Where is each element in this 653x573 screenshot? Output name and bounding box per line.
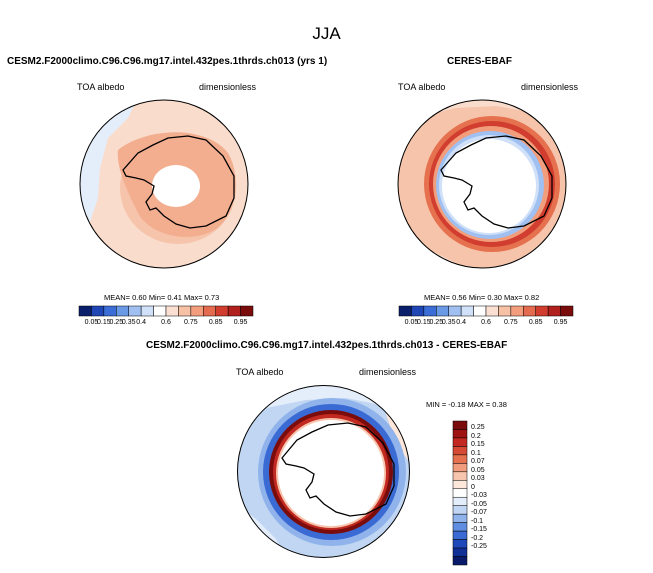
model-variable-label: TOA albedo	[77, 82, 125, 92]
obs-units-label: dimensionless	[521, 82, 579, 92]
obs-stats: MEAN= 0.56 Min= 0.30 Max= 0.82	[424, 293, 540, 302]
colorbar-tick-label: -0.07	[471, 509, 487, 517]
colorbar-swatch	[165, 305, 179, 317]
diff-units-label: dimensionless	[359, 367, 417, 377]
colorbar-tick-label: -0.25	[471, 543, 487, 551]
colorbar-swatch	[436, 305, 449, 317]
colorbar-swatch	[452, 488, 468, 498]
colorbar-swatch	[78, 305, 92, 317]
diff-stats: MIN = -0.18 MAX = 0.38	[426, 400, 507, 409]
colorbar-swatch	[452, 429, 468, 439]
colorbar-swatch	[452, 454, 468, 464]
colorbar-tick-label: 0.03	[471, 475, 485, 483]
colorbar-tick-label: 0.4	[136, 319, 147, 326]
diff-map	[237, 385, 410, 558]
colorbar-swatch	[240, 305, 254, 317]
figure-title: JJA	[312, 24, 341, 43]
model-panel-title: CESM2.F2000climo.C96.C96.mg17.intel.432p…	[7, 56, 328, 67]
colorbar-swatch	[452, 522, 468, 532]
colorbar-swatch	[116, 305, 129, 317]
obs-variable-label: TOA albedo	[398, 82, 446, 92]
colorbar-swatch	[452, 539, 468, 549]
colorbar-tick-label: -0.15	[471, 526, 487, 534]
model-stats: MEAN= 0.60 Min= 0.41 Max= 0.73	[104, 293, 220, 302]
colorbar-swatch	[452, 530, 468, 540]
colorbar-swatch	[473, 305, 487, 317]
colorbar-swatch	[452, 463, 468, 473]
colorbar-swatch	[498, 305, 512, 317]
colorbar-tick-label: 0.6	[481, 319, 491, 326]
colorbar-tick-label: 0	[471, 483, 475, 491]
colorbar-tick-label: 0.35	[121, 319, 136, 326]
colorbar-tick-label: 0.75	[184, 319, 198, 326]
colorbar-tick-label: 0.6	[161, 319, 171, 326]
colorbar-tick-label: 0.75	[504, 319, 518, 326]
obs-panel-title: CERES-EBAF	[447, 56, 513, 67]
colorbar-swatch	[452, 547, 468, 557]
colorbar-tick-label: 0.07	[471, 458, 485, 466]
colorbar-swatch	[91, 305, 105, 317]
colorbar-swatch	[547, 305, 561, 317]
diff-panel-title: CESM2.F2000climo.C96.C96.mg17.intel.432p…	[146, 340, 508, 351]
colorbar-swatch	[523, 305, 536, 317]
model-colorbar	[78, 305, 254, 317]
colorbar-swatch	[128, 305, 142, 317]
obs-colorbar	[398, 305, 574, 317]
colorbar-tick-label: -0.1	[471, 517, 484, 525]
colorbar-tick-label: 0.15	[471, 441, 485, 449]
colorbar-tick-label: 0.85	[208, 319, 223, 326]
colorbar-swatch	[485, 305, 499, 317]
colorbar-tick-label: 0.4	[456, 319, 467, 326]
colorbar-tick-label: 0.15	[417, 319, 431, 326]
colorbar-swatch	[452, 480, 468, 490]
colorbar-swatch	[452, 513, 468, 523]
colorbar-tick-label: 0.05	[404, 319, 419, 326]
model-units-label: dimensionless	[199, 82, 257, 92]
colorbar-swatch	[398, 305, 412, 317]
diff-variable-label: TOA albedo	[236, 367, 284, 377]
colorbar-swatch	[510, 305, 524, 317]
colorbar-swatch	[452, 420, 468, 430]
colorbar-swatch	[452, 496, 468, 506]
colorbar-swatch	[140, 305, 154, 317]
colorbar-swatch	[452, 471, 468, 481]
colorbar-tick-label: 0.35	[441, 319, 456, 326]
colorbar-swatch	[215, 305, 229, 317]
obs-map	[397, 99, 567, 269]
colorbar-swatch	[103, 305, 117, 317]
colorbar-swatch	[423, 305, 437, 317]
colorbar-swatch	[448, 305, 462, 317]
colorbar-swatch	[411, 305, 425, 317]
colorbar-tick-label: 0.25	[109, 319, 124, 326]
colorbar-tick-label: 0.15	[97, 319, 111, 326]
colorbar-swatch	[452, 556, 468, 566]
colorbar-tick-label: -0.2	[471, 534, 484, 542]
colorbar-tick-label: 0.25	[429, 319, 444, 326]
colorbar-swatch	[190, 305, 204, 317]
colorbar-tick-label: -0.05	[471, 500, 487, 508]
colorbar-swatch	[560, 305, 574, 317]
colorbar-tick-label: 0.85	[528, 319, 543, 326]
colorbar-tick-label: 0.05	[84, 319, 99, 326]
colorbar-tick-label: 0.95	[233, 319, 248, 326]
colorbar-swatch	[178, 305, 192, 317]
colorbar-swatch	[452, 446, 468, 456]
colorbar-tick-label: 0.25	[471, 424, 485, 432]
colorbar-swatch	[460, 305, 474, 317]
colorbar-swatch	[452, 505, 468, 515]
colorbar-swatch	[452, 437, 468, 447]
colorbar-tick-label: 0.95	[553, 319, 568, 326]
colorbar-tick-label: 0.05	[471, 466, 485, 474]
colorbar-swatch	[153, 305, 167, 317]
colorbar-swatch	[203, 305, 216, 317]
colorbar-swatch	[227, 305, 241, 317]
colorbar-tick-label: 0.1	[471, 449, 481, 457]
colorbar-tick-label: 0.2	[471, 432, 481, 440]
colorbar-swatch	[535, 305, 549, 317]
model-map	[79, 99, 249, 269]
colorbar-tick-label: -0.03	[471, 492, 487, 500]
diff-colorbar	[452, 420, 468, 566]
